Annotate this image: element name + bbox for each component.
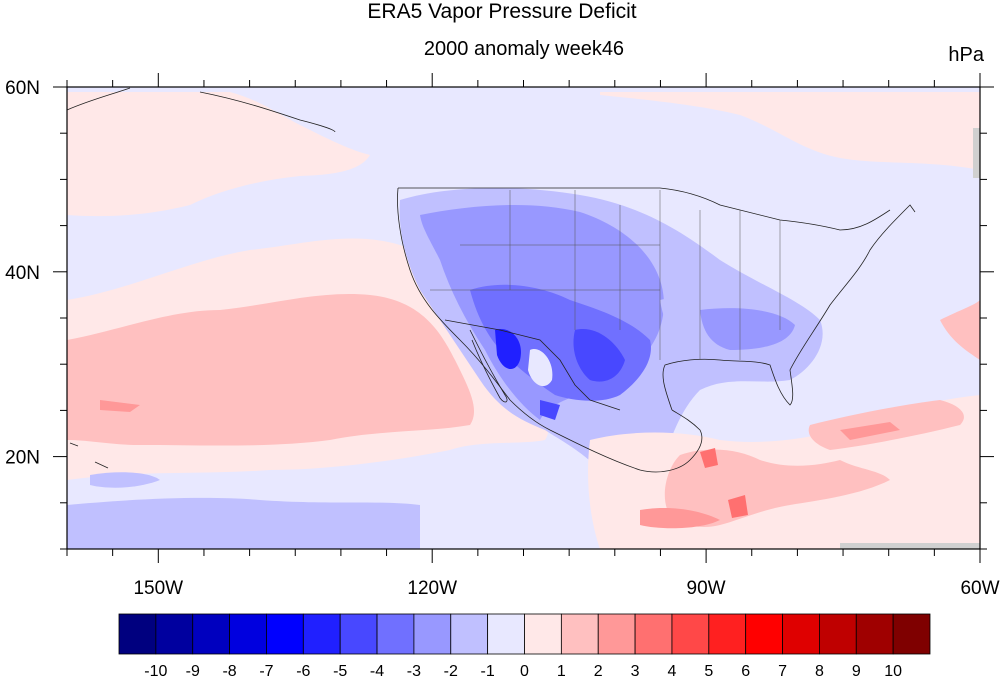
colorbar-box [634, 613, 673, 655]
colorbar-labels: -10 -9 -8 -7 -6 -5 -4 -3 -2 -1 0 1 2 3 4 5 6 7 8 9 10 [144, 663, 902, 680]
negative-anomaly-min-south [540, 400, 560, 420]
colorbar-box [376, 613, 415, 655]
negative-anomaly-min-sonora [495, 329, 521, 370]
negative-anomaly-min-texas [573, 329, 625, 382]
colorbar-box [671, 613, 710, 655]
hawaii-islands [69, 442, 109, 469]
plot-title: ERA5 Vapor Pressure Deficit [367, 0, 637, 23]
positive-anomaly-atlantic-east [940, 300, 980, 360]
colorbar-box [524, 613, 562, 655]
y-tick-label: 20N [5, 448, 40, 469]
colorbar-box [892, 613, 931, 655]
colorbar-box [339, 613, 378, 655]
colorbar-box [413, 613, 452, 655]
colorbar-level-label: -1 [481, 663, 495, 680]
axis-labels: 150W 120W 90W 60W 60N 40N 20N [5, 78, 999, 599]
colorbar-box [155, 613, 194, 655]
neutral-anomaly-chihuahua [528, 349, 553, 387]
colorbar-box [302, 613, 341, 655]
negative-anomaly-south-pacific [67, 497, 420, 549]
colorbar-level-label: -6 [296, 663, 310, 680]
x-tick-label: 120W [407, 578, 457, 599]
coastlines [66, 87, 916, 473]
x-tick-label: 150W [133, 578, 183, 599]
colorbar-level-label: -3 [407, 663, 421, 680]
colorbar-box [229, 613, 267, 655]
colorbar-level-label: 8 [815, 663, 824, 680]
negative-anomaly-southeast-core [700, 308, 795, 350]
colorbar-box [266, 613, 304, 655]
colorbar-level-label: 9 [852, 663, 861, 680]
colorbar-level-label: -8 [222, 663, 236, 680]
x-tick-label: 90W [687, 578, 726, 599]
colorbar-box [118, 613, 157, 655]
colorbar-level-label: 2 [594, 663, 603, 680]
colorbar-level-label: 4 [668, 663, 677, 680]
colorbar-box [819, 613, 857, 655]
colorbar-level-label: 7 [778, 663, 787, 680]
axis-ticks [53, 73, 994, 563]
colorbar-level-label: 5 [704, 663, 713, 680]
y-tick-label: 60N [5, 78, 40, 99]
x-tick-label: 60W [960, 578, 999, 599]
colorbar-level-label: 0 [520, 663, 529, 680]
colorbar-box [450, 613, 489, 655]
colorbar-level-label: 6 [741, 663, 750, 680]
colorbar-level-label: -4 [370, 663, 384, 680]
colorbar-level-label: -10 [144, 663, 167, 680]
positive-anomaly-spot [100, 400, 140, 412]
state-borders [430, 190, 781, 360]
colorbar-level-label: -2 [444, 663, 458, 680]
colorbar-level-label: 3 [631, 663, 640, 680]
colorbar-level-label: 10 [884, 663, 902, 680]
us-canada-border [398, 187, 891, 231]
missing-data-strip-bottom [840, 543, 980, 549]
colorbar-level-label: -9 [186, 663, 200, 680]
colorbar-box [782, 613, 820, 655]
positive-anomaly-caribbean-core [664, 449, 890, 527]
positive-anomaly-central-america-max [728, 495, 748, 518]
alaska-coast [66, 87, 336, 133]
units-label: hPa [948, 44, 984, 66]
colorbar [118, 613, 931, 655]
pacific-coast [397, 187, 551, 431]
us-mexico-border [444, 319, 621, 411]
colorbar-level-label: -7 [259, 663, 273, 680]
colorbar-level-label: -5 [333, 663, 347, 680]
colorbar-box [192, 613, 230, 655]
positive-anomaly-northwest [67, 92, 370, 217]
gulf-atlantic-coast [662, 204, 916, 411]
baja-california [469, 329, 508, 403]
colorbar-box [560, 613, 599, 655]
colorbar-box [855, 613, 894, 655]
colorbar-box [597, 613, 636, 655]
positive-anomaly-yucatan-max [700, 448, 718, 468]
mexico-south-coast [549, 409, 703, 473]
negative-anomaly-hawaii [90, 472, 160, 488]
positive-anomaly-pacific-core [67, 293, 475, 446]
missing-data-strip [973, 128, 980, 178]
colorbar-box [487, 613, 525, 655]
positive-anomaly-pacific-ca [640, 508, 720, 529]
colorbar-box [708, 613, 747, 655]
positive-anomaly-northeast [600, 92, 980, 170]
colorbar-level-label: 1 [557, 663, 566, 680]
positive-anomaly-atlantic-core [840, 422, 900, 440]
anomaly-field [67, 87, 980, 549]
plot-subtitle: 2000 anomaly week46 [423, 38, 625, 60]
y-tick-label: 40N [5, 263, 40, 284]
colorbar-box [745, 613, 783, 655]
